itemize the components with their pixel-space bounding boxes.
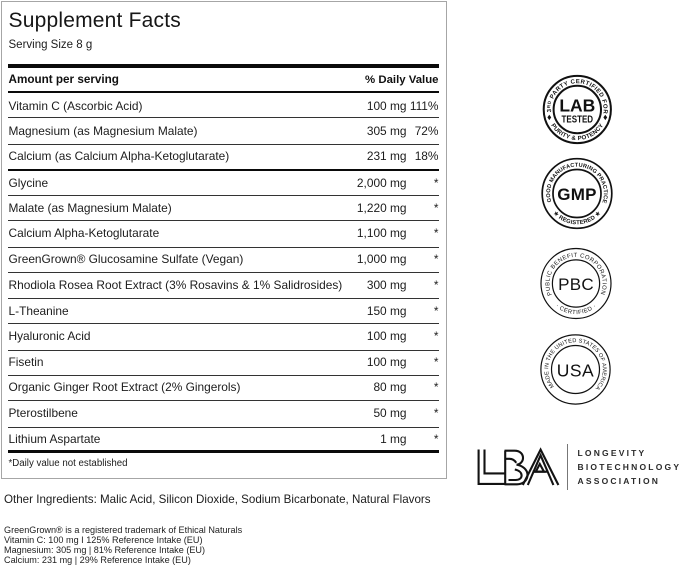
svg-text:PBC: PBC — [558, 275, 594, 294]
svg-text:TESTED: TESTED — [562, 115, 594, 126]
svg-text:USA: USA — [557, 361, 594, 381]
svg-text:· CERTIFIED ·: · CERTIFIED · — [554, 303, 598, 316]
svg-text:LAB: LAB — [559, 96, 595, 116]
svg-text:GMP: GMP — [557, 185, 597, 204]
